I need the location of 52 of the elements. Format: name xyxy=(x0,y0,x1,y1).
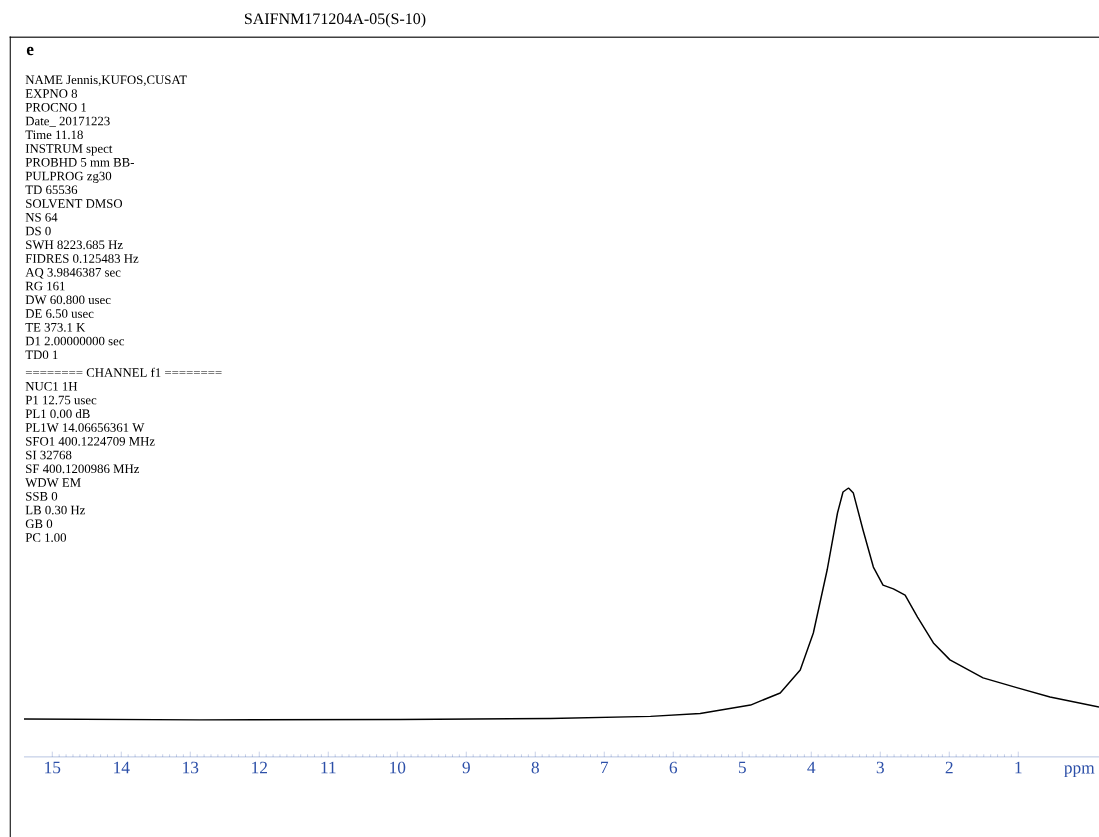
chart-title: SAIFNM171204A-05(S-10) xyxy=(244,12,426,28)
text: PULPROG zg30 xyxy=(25,171,112,183)
text: SI 32768 xyxy=(26,450,72,460)
x-tick-label: 9 xyxy=(462,761,470,774)
text: PROBHD 5 mm BB- xyxy=(25,158,134,167)
chart-subtitle: e xyxy=(26,46,34,56)
text: SF 400.1200986 MHz xyxy=(26,464,140,474)
x-tick-label: 1 xyxy=(1015,761,1022,774)
text: RG 161 xyxy=(25,281,65,291)
x-tick-label: 12 xyxy=(252,761,267,774)
text: SWH 8223.685 Hz xyxy=(26,240,123,250)
text: TD0 1 xyxy=(25,350,58,360)
x-tick-label: 11 xyxy=(321,761,336,774)
text: PROCNO 1 xyxy=(25,103,87,112)
text: PL1W 14.06656361 W xyxy=(25,423,145,432)
annotation: LB 0.30 Hz xyxy=(25,505,85,515)
text: AQ 3.9846387 sec xyxy=(25,267,121,279)
x-tick-label: 5 xyxy=(738,761,746,774)
text: D1 2.00000000 sec xyxy=(25,336,125,346)
text: DE 6.50 usec xyxy=(25,309,94,318)
text: SOLVENT DMSO xyxy=(26,199,123,208)
text: Date_ 20171223 xyxy=(25,116,110,127)
text: NS 64 xyxy=(25,213,58,222)
x-tick-label: 3 xyxy=(876,761,884,774)
x-tick-label: 14 xyxy=(114,761,130,774)
x-tick-label: 7 xyxy=(601,761,609,774)
x-tick-label: 6 xyxy=(669,761,678,774)
text: TE 373.1 K xyxy=(25,323,86,332)
text: DS 0 xyxy=(25,226,51,236)
x-tick-label: 4 xyxy=(807,761,816,774)
text: SFO1 400.1224709 MHz xyxy=(26,436,155,446)
text: WDW EM xyxy=(25,478,81,487)
x-tick-label: 15 xyxy=(45,761,61,774)
text: EXPNO 8 xyxy=(25,89,78,98)
annotation: GB 0 xyxy=(25,519,53,529)
x-axis-title: ppm xyxy=(1064,765,1095,778)
text: ======== CHANNEL f1 ======== xyxy=(25,367,222,377)
x-tick-label: 13 xyxy=(183,761,199,774)
text: NAME Jennis,KUFOS,CUSAT xyxy=(25,75,187,86)
x-tick-label: 8 xyxy=(531,761,539,774)
text: NUC1 1H xyxy=(25,382,78,391)
text: FIDRES 0.125483 Hz xyxy=(25,254,139,263)
annotation: SSB 0 xyxy=(26,491,58,501)
text: PL1 0.00 dB xyxy=(25,409,90,419)
x-tick-label: 2 xyxy=(945,761,953,774)
x-tick-label: 10 xyxy=(390,761,406,774)
text: P1 12.75 usec xyxy=(25,395,97,405)
text: Time 11.18 xyxy=(25,130,83,140)
text: DW 60.800 usec xyxy=(25,295,111,305)
annotation: PC 1.00 xyxy=(25,533,67,542)
text: TD 65536 xyxy=(25,185,78,195)
text: INSTRUM spect xyxy=(25,144,113,156)
